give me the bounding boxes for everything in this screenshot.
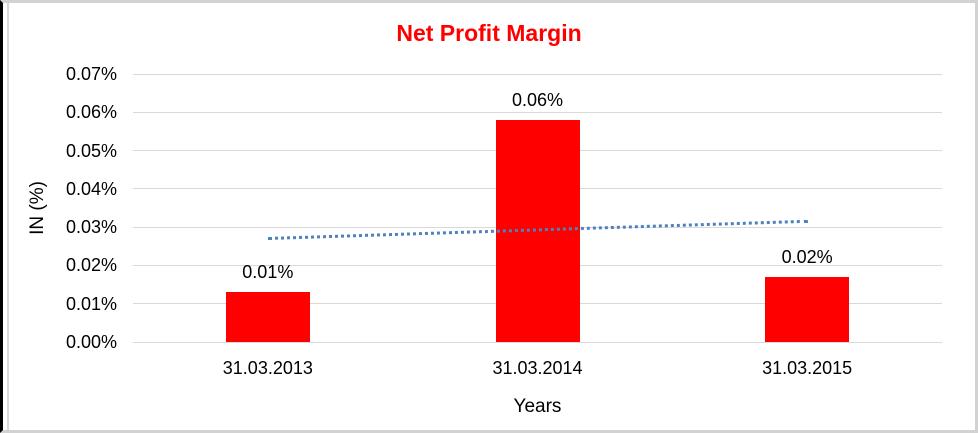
data-label: 0.06% <box>511 89 564 110</box>
bar <box>495 119 580 342</box>
gridline <box>133 111 942 113</box>
y-tick-label: 0.03% <box>65 217 117 238</box>
plot-area: 0.00% 0.01% 0.02% 0.03% 0.04% 0.05% 0.06% 0.07%… <box>66 64 942 378</box>
x-axis-title: Years <box>513 396 562 417</box>
x-tick-label: 31.03.2014 <box>492 358 583 378</box>
y-tick-label: 0.01% <box>65 293 117 314</box>
bar <box>765 276 850 342</box>
gridline <box>133 341 942 343</box>
y-tick-label: 0.02% <box>65 255 117 276</box>
gridline <box>133 73 942 75</box>
chart-title: Net Profit Margin <box>396 20 582 46</box>
x-tick-label: 31.03.2013 <box>222 358 313 378</box>
chart-left-inner-border <box>7 3 9 430</box>
data-label: 0.02% <box>781 246 833 267</box>
y-tick-label: 0.00% <box>65 332 117 352</box>
y-tick-label: 0.05% <box>65 140 117 161</box>
y-tick-label: 0.04% <box>65 178 117 199</box>
y-tick-label: 0.06% <box>65 102 117 123</box>
x-tick-label: 31.03.2015 <box>762 358 853 378</box>
data-label: 0.01% <box>242 262 294 283</box>
bar <box>225 292 310 342</box>
y-tick-label: 0.07% <box>65 64 117 84</box>
